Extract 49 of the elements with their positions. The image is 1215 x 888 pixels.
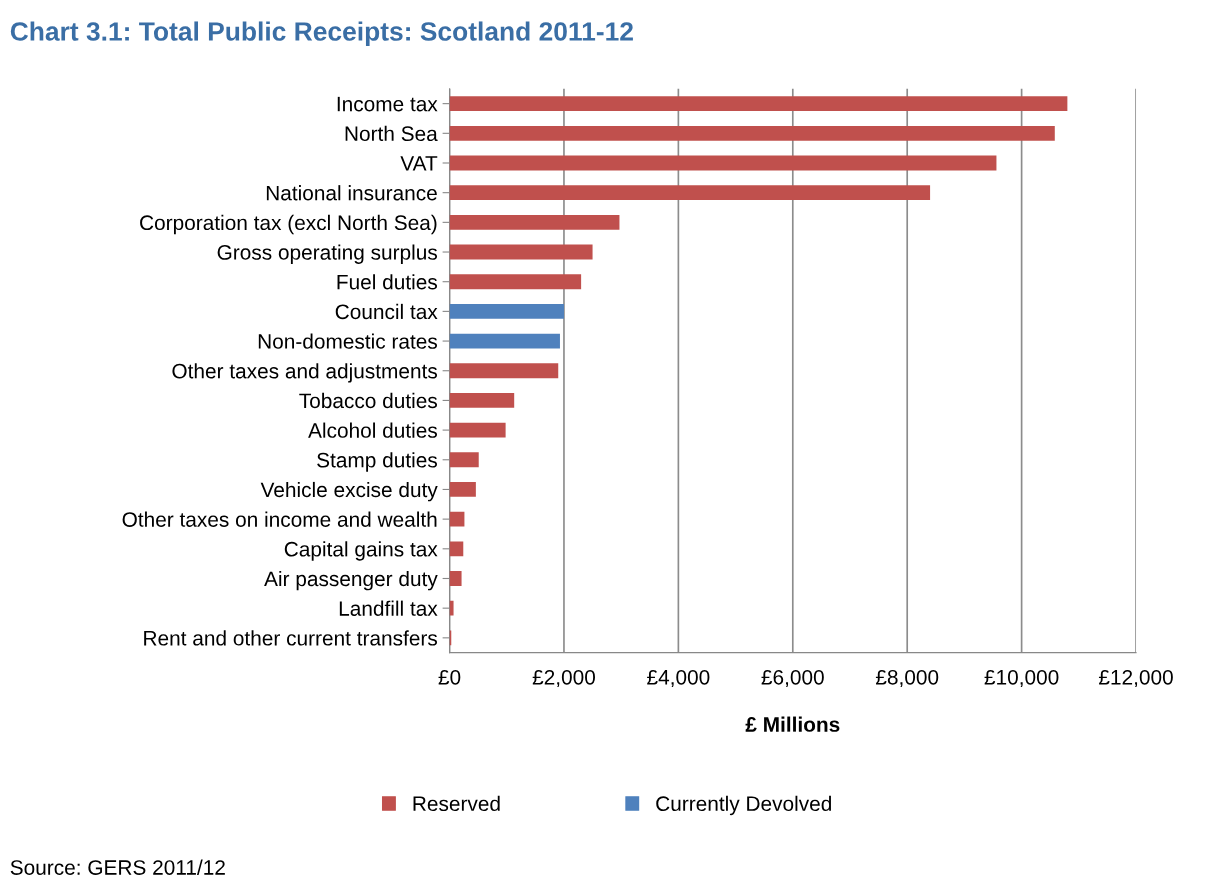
y-tick-label: Corporation tax (excl North Sea)	[140, 214, 437, 235]
bar	[449, 244, 593, 260]
x-tick-label: £6,000	[761, 669, 824, 688]
y-tick-label: Stamp duties	[317, 452, 437, 472]
bar	[449, 571, 462, 586]
x-tick-label: £4,000	[647, 669, 710, 688]
bar	[449, 541, 464, 557]
y-tick-label: Other taxes and adjustments	[172, 363, 438, 383]
bar	[449, 274, 582, 290]
bar	[449, 214, 620, 230]
legend-label: Reserved	[413, 795, 500, 812]
y-tick-label: National insurance	[266, 185, 437, 201]
x-tick-label: £0	[438, 669, 461, 685]
y-tick-label: Air passenger duty	[264, 570, 438, 591]
y-tick-label: Rent and other current transfers	[144, 630, 438, 646]
bar	[449, 482, 476, 497]
y-tick-label: Non-domestic rates	[258, 333, 437, 349]
y-tick-label: Other taxes on income and wealth	[122, 511, 437, 527]
bar	[449, 96, 1068, 112]
bar	[449, 363, 559, 379]
x-tick-label: £8,000	[875, 669, 939, 688]
y-tick-label: Alcohol duties	[308, 422, 437, 438]
x-tick-label: £2,000	[532, 669, 596, 688]
y-tick-label: Gross operating surplus	[217, 244, 438, 264]
x-tick-label: £12,000	[1098, 669, 1173, 688]
y-tick-label: Fuel duties	[337, 274, 437, 290]
bar	[449, 333, 560, 349]
bar	[449, 393, 515, 408]
x-axis-title: £ Millions	[745, 716, 840, 732]
y-tick-label: Capital gains tax	[284, 541, 438, 561]
bar	[449, 422, 506, 438]
y-tick-label: Tobacco duties	[299, 392, 437, 409]
bar	[449, 511, 465, 527]
y-tick-label: Income tax	[337, 96, 438, 112]
bar	[449, 125, 1055, 141]
y-tick-label: VAT	[400, 156, 438, 171]
y-tick-label: Landfill tax	[339, 600, 438, 616]
bar	[449, 303, 564, 319]
legend-label: Currently Devolved	[656, 795, 831, 816]
y-tick-label: Vehicle excise duty	[260, 481, 438, 502]
source-note: Source: GERS 2011/12	[10, 859, 225, 875]
bar	[449, 185, 931, 201]
bar	[449, 452, 479, 468]
bar	[449, 600, 454, 616]
chart-title: Chart 3.1: Total Public Receipts: Scotland 2011-12	[10, 21, 633, 47]
y-tick-label: North Sea	[345, 125, 438, 142]
y-tick-label: Council tax	[335, 303, 438, 320]
x-tick-label: £10,000	[984, 669, 1059, 688]
bar	[449, 155, 997, 171]
